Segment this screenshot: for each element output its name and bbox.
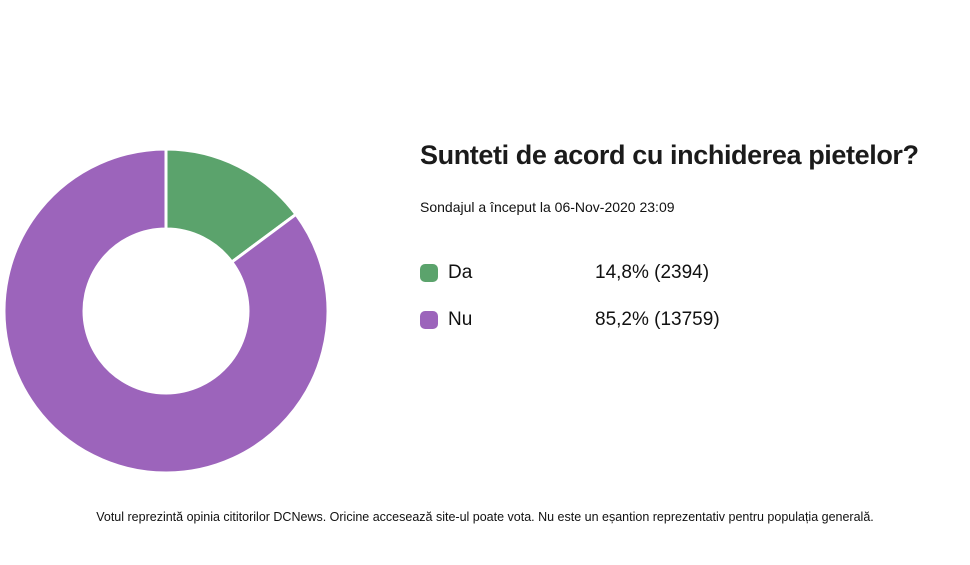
legend-row-da: Da 14,8% (2394): [420, 262, 840, 284]
poll-title: Sunteti de acord cu inchiderea pietelor?: [420, 140, 919, 170]
donut-slice-nu[interactable]: [2, 147, 330, 475]
legend-swatch-da: [420, 264, 438, 282]
legend-label-da: Da: [448, 262, 473, 283]
legend-row-nu: Nu 85,2% (13759): [420, 309, 840, 331]
poll-start-date: Sondajul a început la 06-Nov-2020 23:09: [420, 199, 675, 215]
poll-disclaimer: Votul reprezintă opinia cititorilor DCNe…: [96, 510, 874, 524]
legend-value-nu: 85,2% (13759): [595, 309, 720, 330]
legend-label-nu: Nu: [448, 309, 473, 330]
donut-chart[interactable]: [0, 141, 336, 481]
legend-swatch-nu: [420, 311, 438, 329]
poll-legend: Da 14,8% (2394) Nu 85,2% (13759): [420, 262, 840, 356]
legend-value-da: 14,8% (2394): [595, 262, 710, 283]
